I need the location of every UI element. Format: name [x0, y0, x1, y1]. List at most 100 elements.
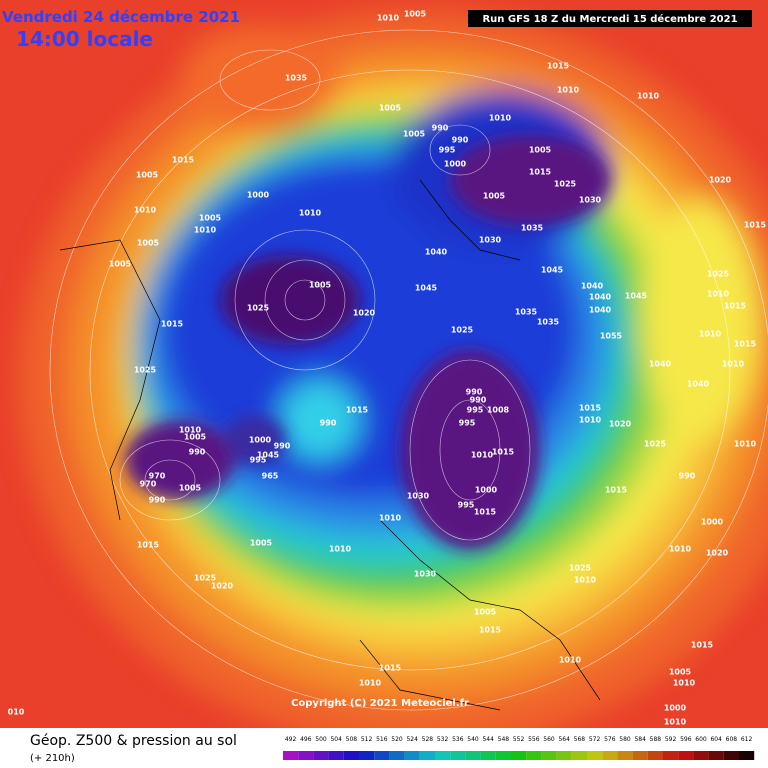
pressure-label: 990	[470, 396, 487, 405]
pressure-label: 1040	[581, 282, 604, 291]
pressure-label: 1030	[414, 570, 437, 579]
legend-subtitle: (+ 210h)	[30, 753, 75, 764]
pressure-label: 1025	[247, 304, 270, 313]
pressure-label: 1005	[379, 104, 402, 113]
pressure-label: 1015	[691, 641, 714, 650]
pressure-label: 1000	[664, 704, 687, 713]
scale-label: 548	[498, 736, 510, 743]
scale-label: 596	[680, 736, 692, 743]
pressure-label: 1015	[137, 541, 160, 550]
scale-swatch	[419, 751, 435, 760]
scale-swatch	[511, 751, 527, 760]
pressure-label: 1005	[483, 192, 506, 201]
pressure-label: 1030	[407, 492, 430, 501]
pressure-label: 1010	[707, 290, 730, 299]
scale-swatch	[526, 751, 542, 760]
pressure-label: 1005	[136, 171, 159, 180]
pressure-label: 1040	[589, 306, 612, 315]
pressure-label: 990	[149, 496, 166, 505]
pressure-label: 1035	[285, 74, 308, 83]
scale-swatch	[374, 751, 390, 760]
legend-title: Géop. Z500 & pression au sol	[30, 733, 237, 749]
scale-swatch	[541, 751, 557, 760]
pressure-label: 1005	[199, 214, 222, 223]
scale-label: 532	[437, 736, 449, 743]
scale-label: 536	[452, 736, 464, 743]
pressure-label: 1008	[487, 406, 510, 415]
pressure-label: 1015	[547, 62, 570, 71]
pressure-label: 1010	[489, 114, 512, 123]
scale-label: 560	[543, 736, 555, 743]
pressure-label: 1020	[353, 309, 376, 318]
scale-swatch	[617, 751, 633, 760]
color-scale: 492 496 500 504 508 512 516 520 524 528 532 536 540 5…	[283, 736, 755, 760]
pressure-label: 1015	[474, 508, 497, 517]
scale-label: 580	[619, 736, 631, 743]
pressure-label: 1010	[722, 360, 745, 369]
pressure-label: 1010	[359, 679, 382, 688]
pressure-label: 1040	[589, 293, 612, 302]
pressure-label: 1040	[649, 360, 672, 369]
pressure-label: 1015	[529, 168, 552, 177]
pressure-label: 1005	[403, 130, 426, 139]
legend-panel	[0, 728, 768, 768]
pressure-label: 1010	[559, 656, 582, 665]
scale-label: 576	[604, 736, 616, 743]
pressure-label: 1010	[299, 209, 322, 218]
pressure-label: 995	[459, 419, 476, 428]
pressure-label: 1010	[699, 330, 722, 339]
pressure-label: 1010	[669, 545, 692, 554]
scale-swatch	[647, 751, 663, 760]
pressure-label: 1010	[134, 206, 157, 215]
scale-label: 508	[346, 736, 358, 743]
pressure-label: 1015	[492, 448, 515, 457]
pressure-label: 995	[458, 501, 475, 510]
scale-label: 540	[467, 736, 479, 743]
pressure-label: 1025	[569, 564, 592, 573]
pressure-label: 1020	[706, 549, 729, 558]
pressure-label: 990	[189, 448, 206, 457]
pressure-label: 1035	[537, 318, 560, 327]
scale-swatch	[343, 751, 359, 760]
pressure-label: 1005	[669, 668, 692, 677]
pressure-label: 1030	[479, 236, 502, 245]
pressure-labels: 1010 1005 1035 1015 1010 1010 1005 1010 1005 990 9…	[8, 10, 767, 727]
copyright: Copyright (C) 2021 Meteociel.fr	[291, 698, 469, 709]
pressure-label: 1000	[249, 436, 272, 445]
pressure-label: 990	[452, 136, 469, 145]
scale-label: 500	[315, 736, 327, 743]
scale-swatch	[602, 751, 618, 760]
scale-swatch	[480, 751, 496, 760]
scale-label: 612	[741, 736, 753, 743]
pressure-label: 1010	[179, 426, 202, 435]
date: Vendredi 24 décembre 2021	[2, 8, 240, 26]
run-box	[468, 10, 752, 27]
scale-label: 568	[574, 736, 586, 743]
pressure-label: 1000	[444, 160, 467, 169]
pressure-label: 1025	[644, 440, 667, 449]
run-info: Run GFS 18 Z du Mercredi 15 décembre 202…	[482, 13, 737, 25]
scale-swatch	[739, 751, 755, 760]
scale-swatch	[465, 751, 481, 760]
time: 14:00 locale	[16, 27, 153, 51]
scale-swatch	[435, 751, 451, 760]
scale-label: 544	[482, 736, 494, 743]
pressure-label: 1025	[451, 326, 474, 335]
pressure-label: 1010	[194, 226, 217, 235]
pressure-label: 990	[274, 442, 291, 451]
scale-swatch	[632, 751, 648, 760]
pressure-label: 1015	[479, 626, 502, 635]
pressure-label: 1020	[609, 420, 632, 429]
pressure-label: 1010	[579, 416, 602, 425]
scale-swatch	[663, 751, 679, 760]
pressure-label: 1015	[579, 404, 602, 413]
pressure-label: 970	[140, 480, 157, 489]
pressure-label: 1020	[211, 582, 234, 591]
scale-swatch	[571, 751, 587, 760]
pressure-label: 1010	[734, 440, 757, 449]
scale-swatch	[450, 751, 466, 760]
scale-swatch	[313, 751, 329, 760]
pressure-label: 1005	[309, 281, 332, 290]
scale-label: 608	[726, 736, 738, 743]
pressure-label: 1000	[247, 191, 270, 200]
